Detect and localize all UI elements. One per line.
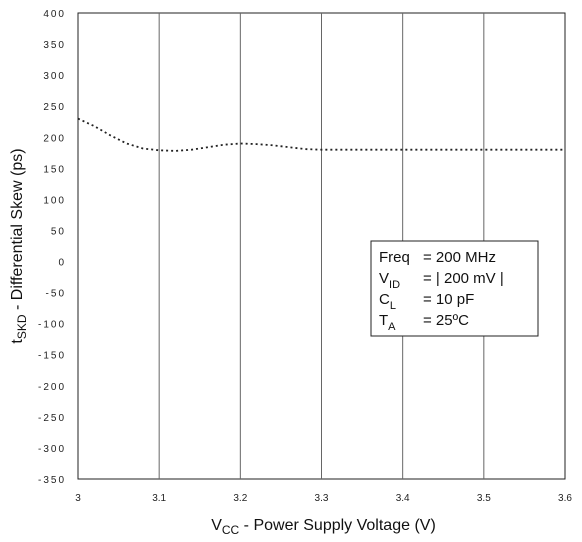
x-axis-label: VCC - Power Supply Voltage (V) [211,517,436,537]
y-tick-label: -200 [38,382,66,393]
x-tick-label: 3.1 [152,493,166,504]
condition-value: = 200 MHz [423,249,496,266]
x-tick-label: 3.6 [558,493,572,504]
y-tick-labels: 400 350 300 250 200 150 100 50 0 -50 -100 -150 -200 -… [38,9,66,486]
y-tick-label: 50 [51,226,66,237]
y-tick-label: -150 [38,351,66,362]
condition-label: VID [379,270,400,291]
y-tick-label: 300 [43,71,66,82]
condition-label: TA [379,312,396,333]
x-tick-label: 3.4 [396,493,410,504]
y-tick-label: 350 [43,40,66,51]
x-tick-label: 3.3 [315,493,329,504]
y-tick-label: 400 [43,9,66,20]
y-tick-label: 200 [43,133,66,144]
y-tick-label: -250 [38,413,66,424]
conditions-box-border [370,240,539,337]
condition-value: = 25ºC [423,312,469,329]
condition-label: CL [379,291,396,312]
condition-value: = 10 pF [423,291,474,308]
y-axis-label: tSKD - Differential Skew (ps) [9,148,29,343]
x-tick-label: 3 [75,493,81,504]
y-tick-label: -350 [38,475,66,486]
y-tick-label: 100 [43,195,66,206]
conditions-box: Freq = 200 MHz VID = | 200 mV | CL = 10 pF TA =… [370,240,539,337]
grid-lines [158,13,485,479]
y-tick-label: -100 [38,320,66,331]
x-tick-labels: 3 3.1 3.2 3.3 3.4 3.5 3.6 [75,493,572,504]
x-tick-label: 3.2 [233,493,247,504]
y-tick-label: 0 [58,258,66,269]
condition-value: = | 200 mV | [423,270,504,287]
y-tick-label: 150 [43,164,66,175]
y-tick-label: -300 [38,444,66,455]
x-tick-label: 3.5 [477,493,491,504]
y-tick-label: 250 [43,102,66,113]
y-tick-label: -50 [46,289,66,300]
condition-label: Freq [379,249,410,266]
